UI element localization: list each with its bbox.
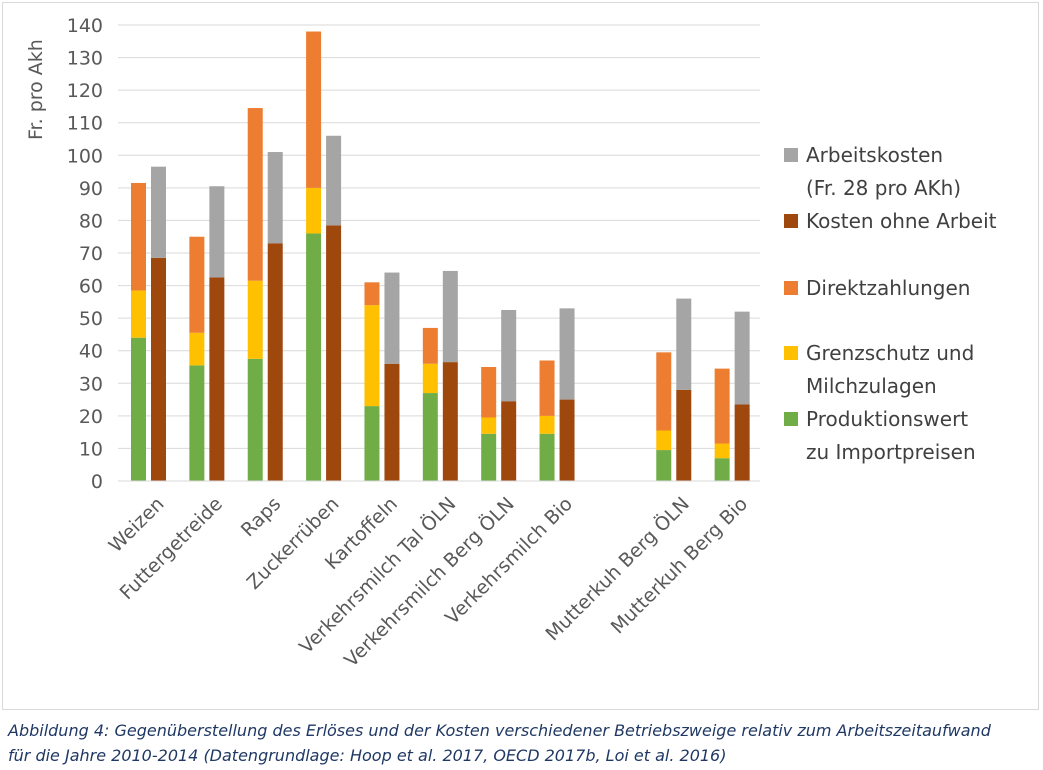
bar-segment: [364, 406, 380, 481]
bar-segment: [481, 417, 497, 434]
legend-label: zu Importpreisen: [806, 440, 976, 464]
y-tick-label: 70: [79, 243, 103, 265]
bar-segment: [267, 152, 283, 244]
bar-segment: [151, 257, 166, 481]
bar-segment: [131, 290, 146, 338]
caption-line-1: Abbildung 4: Gegenüberstellung des Erlös…: [8, 721, 991, 740]
bar-segment: [656, 430, 672, 451]
caption-line-2: für die Jahre 2010-2014 (Datengrundlage:…: [8, 746, 727, 765]
legend-label: Milchzulagen: [806, 374, 937, 398]
bar-segment: [501, 401, 517, 481]
bar-segment: [656, 352, 672, 431]
legend-label: Grenzschutz und: [806, 341, 974, 365]
bar-segment: [714, 443, 730, 459]
bar-segment: [539, 415, 555, 434]
legend: Arbeitskosten (Fr. 28 pro AKh) Kosten ohne…: [784, 143, 997, 464]
bar-segment: [676, 389, 692, 481]
y-tick-label: 80: [79, 210, 103, 232]
y-tick-label: 120: [67, 80, 103, 102]
bar-segment: [306, 187, 322, 234]
bar-segment: [422, 327, 438, 364]
bar-segment: [559, 399, 575, 481]
bars: [118, 31, 760, 482]
y-tick-label: 100: [67, 145, 103, 167]
bar-segment: [734, 404, 750, 481]
gridlines: [118, 24, 760, 482]
y-tick-label: 130: [67, 48, 103, 70]
bar-segment: [131, 337, 146, 481]
legend-swatch: [784, 281, 798, 295]
figure-caption: Abbildung 4: Gegenüberstellung des Erlös…: [8, 718, 1038, 768]
y-axis-ticks: 0 10 20 30 40 50 60 70 80 90 100 110 120 130 140: [67, 15, 103, 493]
bar-segment: [384, 363, 400, 481]
x-category-label: Futtergetreide: [116, 493, 227, 604]
y-tick-label: 10: [79, 438, 103, 460]
bar-segment: [539, 433, 555, 481]
bar-segment: [656, 450, 672, 481]
legend-swatch: [784, 148, 798, 162]
legend-label: Direktzahlungen: [806, 276, 970, 300]
bar-segment: [189, 332, 205, 366]
legend-swatch: [784, 412, 798, 426]
bar-segment: [539, 360, 555, 416]
bar-segment: [189, 236, 205, 333]
y-tick-label: 110: [67, 113, 103, 135]
bar-segment: [247, 108, 263, 281]
bar-segment: [714, 368, 730, 444]
bar-segment: [481, 367, 497, 418]
legend-label: (Fr. 28 pro AKh): [806, 176, 961, 200]
y-tick-label: 0: [91, 471, 103, 493]
chart-frame: [2, 2, 1039, 710]
bar-segment: [326, 225, 342, 481]
y-tick-label: 20: [79, 406, 103, 428]
bar-segment: [481, 433, 497, 481]
bar-segment: [306, 233, 322, 481]
y-tick-label: 60: [79, 276, 103, 298]
bar-segment: [364, 305, 380, 407]
legend-swatch: [784, 346, 798, 360]
bar-segment: [676, 298, 692, 390]
y-tick-label: 50: [79, 308, 103, 330]
y-tick-label: 30: [79, 373, 103, 395]
bar-segment: [714, 458, 730, 481]
bar-segment: [247, 358, 263, 481]
bar-segment: [734, 311, 750, 405]
bar-segment: [326, 135, 342, 226]
stacked-bar-chart: 0 10 20 30 40 50 60 70 80 90 100 110 120 130 140 Weize…: [25, 15, 997, 671]
bar-segment: [247, 280, 263, 359]
bar-segment: [422, 393, 438, 481]
bar-segment: [442, 270, 458, 363]
legend-swatch: [784, 214, 798, 228]
y-tick-label: 90: [79, 178, 103, 200]
bar-segment: [422, 363, 438, 394]
y-tick-label: 140: [67, 15, 103, 37]
bar-segment: [384, 272, 400, 364]
legend-label: Arbeitskosten: [806, 143, 943, 167]
bar-segment: [131, 182, 146, 291]
bar-segment: [151, 166, 166, 258]
bar-segment: [189, 365, 205, 481]
bar-segment: [209, 277, 225, 481]
bar-segment: [267, 243, 283, 481]
bar-segment: [306, 31, 322, 188]
bar-segment: [364, 282, 380, 306]
bar-segment: [501, 310, 517, 402]
y-axis-title: Fr. pro Akh: [25, 39, 47, 140]
bar-segment: [209, 186, 225, 278]
y-tick-label: 40: [79, 341, 103, 363]
x-category-label: Raps: [237, 493, 285, 541]
bar-segment: [559, 308, 575, 400]
legend-label: Produktionswert: [806, 407, 968, 431]
legend-label: Kosten ohne Arbeit: [806, 209, 997, 233]
bar-segment: [442, 362, 458, 481]
